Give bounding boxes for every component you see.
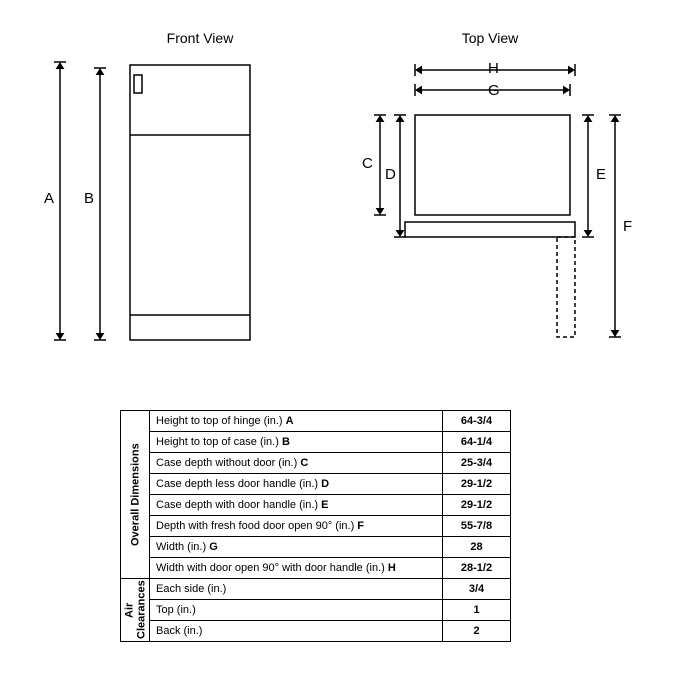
table-row: Width with door open 90° with door handl… xyxy=(121,558,511,579)
dimension-label: Back (in.) xyxy=(150,621,443,642)
dimension-label: Height to top of case (in.) B xyxy=(150,432,443,453)
table-row: Case depth less door handle (in.) D29-1/… xyxy=(121,474,511,495)
dimension-label: Width with door open 90° with door handl… xyxy=(150,558,443,579)
dimension-value: 1 xyxy=(443,600,511,621)
table-row: Height to top of case (in.) B64-1/4 xyxy=(121,432,511,453)
dimension-label: Width (in.) G xyxy=(150,537,443,558)
label-E: E xyxy=(596,166,606,183)
dimension-label: Depth with fresh food door open 90° (in.… xyxy=(150,516,443,537)
dimension-value: 55-7/8 xyxy=(443,516,511,537)
label-G: G xyxy=(488,82,500,99)
row-group-label: Air Clearances xyxy=(121,579,150,642)
dimensions-table: Overall DimensionsHeight to top of hinge… xyxy=(120,410,511,642)
dimension-label: Case depth with door handle (in.) E xyxy=(150,495,443,516)
dimension-value: 3/4 xyxy=(443,579,511,600)
table-row: Top (in.)1 xyxy=(121,600,511,621)
dimension-value: 2 xyxy=(443,621,511,642)
table-row: Back (in.)2 xyxy=(121,621,511,642)
table-row: Overall DimensionsHeight to top of hinge… xyxy=(121,411,511,432)
label-C: C xyxy=(362,155,373,172)
dimension-value: 28-1/2 xyxy=(443,558,511,579)
label-F: F xyxy=(623,218,632,235)
dimension-label: Top (in.) xyxy=(150,600,443,621)
dimension-label: Height to top of hinge (in.) A xyxy=(150,411,443,432)
label-A: A xyxy=(44,190,54,207)
label-B: B xyxy=(84,190,94,207)
label-D: D xyxy=(385,166,396,183)
table-row: Case depth with door handle (in.) E29-1/… xyxy=(121,495,511,516)
row-group-label: Overall Dimensions xyxy=(121,411,150,579)
dimension-label: Each side (in.) xyxy=(150,579,443,600)
dimension-label: Case depth without door (in.) C xyxy=(150,453,443,474)
dimension-diagram xyxy=(0,0,700,400)
dimension-value: 25-3/4 xyxy=(443,453,511,474)
dimension-value: 28 xyxy=(443,537,511,558)
dimension-value: 29-1/2 xyxy=(443,495,511,516)
dimension-value: 64-3/4 xyxy=(443,411,511,432)
dimension-value: 29-1/2 xyxy=(443,474,511,495)
dimension-label: Case depth less door handle (in.) D xyxy=(150,474,443,495)
table-row: Depth with fresh food door open 90° (in.… xyxy=(121,516,511,537)
table-row: Air ClearancesEach side (in.)3/4 xyxy=(121,579,511,600)
dimension-value: 64-1/4 xyxy=(443,432,511,453)
table-row: Case depth without door (in.) C25-3/4 xyxy=(121,453,511,474)
table-row: Width (in.) G28 xyxy=(121,537,511,558)
label-H: H xyxy=(488,60,499,77)
